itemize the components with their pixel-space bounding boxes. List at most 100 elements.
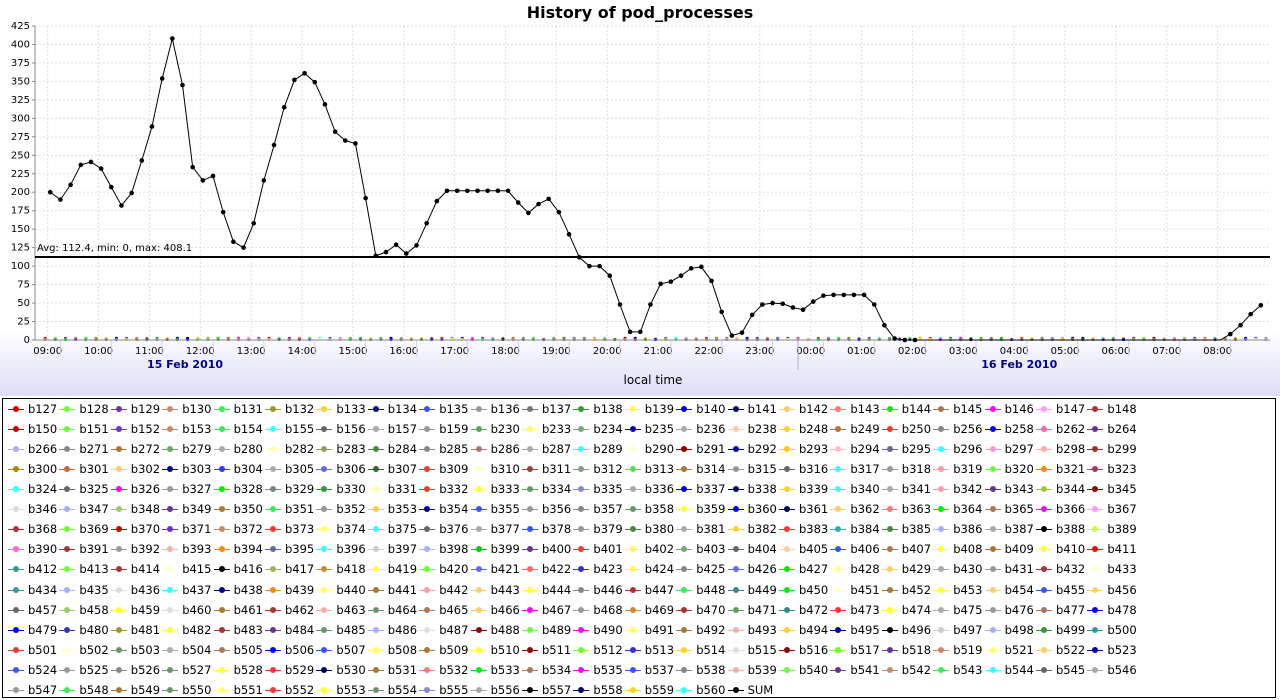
legend-label: b375 (387, 522, 418, 537)
y-tick-label: 350 (11, 76, 30, 87)
legend-label: b300 (28, 462, 58, 477)
legend-label: b531 (387, 662, 418, 677)
legend-label: b352 (336, 502, 366, 517)
legend-swatch-dot (681, 506, 688, 513)
legend-swatch-dot (835, 606, 842, 613)
legend-swatch-dot (732, 626, 739, 633)
legend-item: b509 (416, 642, 468, 658)
legend-swatch-dot (578, 546, 585, 553)
legend-item: b384 (827, 521, 880, 537)
legend-item: b546 (1084, 662, 1137, 678)
legend-item: b295 (879, 441, 931, 457)
legend-swatch-dot (1092, 446, 1099, 453)
legend-item: b150 (5, 421, 57, 437)
legend-swatch-dot (167, 446, 174, 453)
legend-swatch-dot (681, 646, 688, 653)
series-point (760, 302, 765, 307)
legend-item: b155 (262, 421, 315, 437)
legend-swatch-dot (835, 486, 842, 493)
legend-swatch-dot (681, 546, 688, 553)
legend-label: b155 (285, 422, 315, 437)
series-point (454, 188, 460, 194)
legend-item: b448 (673, 582, 725, 598)
legend-swatch-dot (578, 666, 585, 673)
series-point (821, 293, 826, 298)
legend-swatch-dot (629, 646, 636, 653)
legend-item: b427 (776, 561, 828, 577)
legend-swatch-dot (167, 466, 174, 473)
legend-item: b426 (725, 561, 777, 577)
legend-swatch-dot (13, 426, 19, 433)
legend-label: b344 (1056, 482, 1086, 497)
legend-label: b385 (901, 522, 932, 537)
legend-label: b469 (644, 602, 675, 617)
legend-label: b467 (542, 602, 572, 617)
legend-item: b463 (313, 602, 366, 618)
legend-item: b313 (622, 461, 674, 477)
legend-label: b354 (439, 502, 469, 517)
legend-label: b367 (1107, 502, 1137, 517)
legend-swatch-dot (372, 526, 379, 533)
legend-item: SUM (725, 682, 776, 698)
legend-item: b531 (365, 662, 418, 678)
legend-label: b465 (439, 602, 469, 617)
legend-swatch-dot (321, 466, 328, 473)
legend-swatch-dot (784, 626, 790, 633)
legend-swatch-dot (372, 646, 379, 653)
legend-label: b557 (542, 682, 572, 697)
legend-label: b137 (542, 402, 572, 416)
legend-swatch-dot (167, 506, 174, 513)
legend-label: SUM (747, 682, 774, 697)
legend-swatch-dot (1092, 466, 1099, 473)
legend-swatch-dot (1092, 486, 1099, 493)
series-point (241, 245, 246, 250)
x-tick-label: 02:00 (898, 346, 927, 357)
legend-label: b373 (285, 522, 315, 537)
legend-swatch-dot (886, 626, 893, 633)
legend-label: b249 (850, 422, 880, 437)
legend-item: b549 (108, 682, 160, 698)
legend-label: b381 (696, 522, 726, 537)
legend-swatch-dot (475, 686, 482, 693)
legend-label: b285 (439, 442, 469, 457)
series-point (719, 309, 724, 315)
x-tick-label: 23:00 (745, 346, 774, 357)
legend-item: b315 (725, 461, 777, 477)
legend-swatch-dot (1092, 526, 1099, 533)
legend-swatch-dot (732, 426, 739, 433)
legend-swatch-dot (578, 486, 585, 493)
legend-label: b482 (182, 622, 212, 637)
legend-item: b138 (570, 401, 623, 417)
y-tick-label: 200 (11, 187, 30, 198)
series-point (505, 188, 511, 194)
legend-label: b555 (439, 682, 469, 697)
x-axis: 09:00 10:00 11:00 12:00 13:00 14:00 15:00 16:00… (33, 340, 1232, 371)
legend-swatch-dot (732, 606, 739, 613)
legend-item: b449 (725, 582, 777, 598)
legend-label: b370 (130, 522, 161, 537)
grid (35, 25, 1270, 341)
legend-swatch-dot (1092, 426, 1099, 433)
legend-label: b485 (336, 622, 366, 637)
legend-label: b248 (799, 422, 829, 437)
legend-item: b498 (982, 622, 1034, 638)
legend-item: b351 (262, 501, 314, 517)
legend-label: b387 (1004, 522, 1034, 537)
legend-item: b455 (1033, 582, 1085, 598)
legend-swatch-dot (989, 406, 996, 412)
legend-item: b471 (725, 602, 777, 618)
legend-swatch-dot (424, 626, 431, 633)
legend-swatch-dot (372, 586, 379, 593)
legend-swatch-dot (938, 586, 945, 593)
series-point (88, 159, 94, 165)
legend-label: b421 (490, 562, 520, 577)
legend-swatch-dot (115, 506, 122, 513)
legend-swatch-dot (1041, 606, 1047, 613)
x-axis-label: local time (624, 373, 683, 387)
legend-item: b438 (211, 582, 263, 598)
legend-swatch-dot (475, 486, 482, 493)
legend-swatch-dot (64, 466, 71, 473)
legend-swatch-dot (989, 506, 996, 513)
series-point (220, 209, 226, 215)
legend-item: b388 (1033, 521, 1085, 537)
